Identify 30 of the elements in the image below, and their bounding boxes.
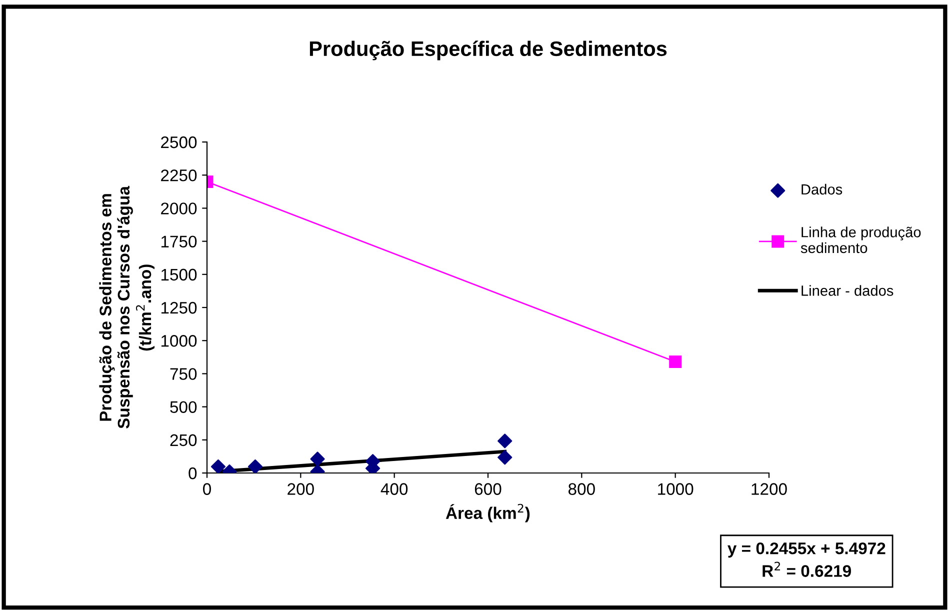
legend-label: Dados	[802, 184, 842, 195]
point	[310, 452, 325, 466]
y-axis-title: Produção de Sedimentos em Suspensão nos Cursos d'água (t/km$^{2}$.ano)	[99, 186, 154, 428]
point	[210, 459, 226, 473]
point	[498, 434, 512, 448]
x-tick-label: 600	[474, 483, 502, 495]
point	[248, 459, 263, 473]
x-tick-label: 800	[568, 483, 595, 495]
y-tick-label: 1250	[161, 302, 197, 314]
x-tick-label: 400	[380, 483, 408, 495]
y-tick-label: 2250	[161, 170, 197, 182]
x-tick-label: 1200	[752, 483, 787, 495]
x-axis-title: Área (km$^{2}$)	[446, 504, 530, 522]
y-tick-label: 750	[170, 368, 197, 380]
x-tick-label: 1000	[658, 483, 694, 495]
y-tick-label: 1500	[161, 268, 197, 281]
y-tick-label: 2000	[161, 202, 197, 214]
y-tick-label: 250	[170, 434, 197, 446]
legend-label: Linha de produção sedimento	[800, 226, 921, 254]
y-tick-label: 0	[188, 467, 197, 480]
y-tick-label: 2500	[161, 136, 197, 148]
chart-title: Produção Específica de Sedimentos	[310, 40, 667, 60]
text: y = 0.2455x + 5.4972 R$^{2}$ = 0.6219	[728, 542, 886, 577]
y-tick-label: 500	[170, 401, 197, 414]
y-tick-label: 1000	[161, 335, 197, 347]
y-tick-label: 1750	[161, 236, 197, 248]
legend-label: Linear - dados	[802, 285, 894, 296]
x-tick-label: 200	[288, 483, 314, 495]
point	[498, 450, 512, 465]
x-tick-label: 0	[203, 483, 211, 495]
